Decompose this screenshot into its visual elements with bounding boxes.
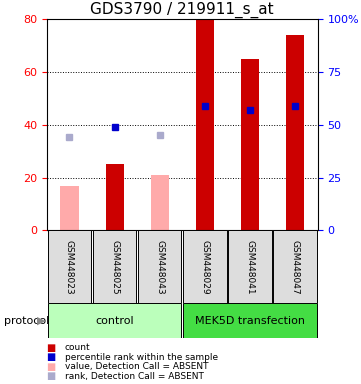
Text: ■: ■ bbox=[46, 362, 55, 372]
Bar bbox=[196, 19, 214, 230]
Text: ▶: ▶ bbox=[37, 316, 46, 326]
Text: GSM448043: GSM448043 bbox=[155, 240, 164, 294]
Title: GDS3790 / 219911_s_at: GDS3790 / 219911_s_at bbox=[91, 2, 274, 18]
Text: GSM448047: GSM448047 bbox=[291, 240, 300, 294]
Text: control: control bbox=[95, 316, 134, 326]
Bar bbox=[48, 303, 182, 338]
Text: ■: ■ bbox=[46, 352, 55, 362]
Text: count: count bbox=[65, 343, 91, 352]
Bar bbox=[105, 164, 123, 230]
Text: GSM448029: GSM448029 bbox=[200, 240, 209, 294]
Text: protocol: protocol bbox=[4, 316, 49, 326]
Text: ■: ■ bbox=[46, 343, 55, 353]
Bar bbox=[151, 175, 169, 230]
Bar bbox=[48, 230, 91, 303]
Bar bbox=[183, 230, 227, 303]
Bar bbox=[229, 230, 272, 303]
Text: percentile rank within the sample: percentile rank within the sample bbox=[65, 353, 218, 362]
Bar bbox=[183, 303, 317, 338]
Bar bbox=[138, 230, 182, 303]
Text: GSM448023: GSM448023 bbox=[65, 240, 74, 294]
Bar bbox=[93, 230, 136, 303]
Text: MEK5D transfection: MEK5D transfection bbox=[195, 316, 305, 326]
Text: GSM448041: GSM448041 bbox=[245, 240, 255, 294]
Text: GSM448025: GSM448025 bbox=[110, 240, 119, 294]
Bar bbox=[286, 35, 304, 230]
Text: rank, Detection Call = ABSENT: rank, Detection Call = ABSENT bbox=[65, 372, 204, 381]
Bar bbox=[241, 59, 259, 230]
Bar bbox=[274, 230, 317, 303]
Text: value, Detection Call = ABSENT: value, Detection Call = ABSENT bbox=[65, 362, 209, 371]
Text: ■: ■ bbox=[46, 371, 55, 381]
Bar bbox=[61, 185, 79, 230]
